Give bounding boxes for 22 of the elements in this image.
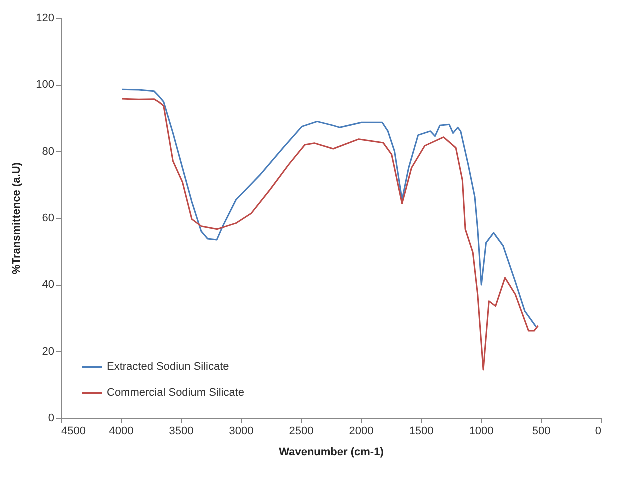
- y-tick-label: 100: [36, 79, 54, 92]
- y-tick-label: 120: [36, 12, 54, 24]
- x-tick-label: 3000: [229, 426, 254, 438]
- y-tick-label: 40: [42, 279, 54, 292]
- x-tick-label: 1000: [469, 426, 494, 438]
- x-tick-label: 1500: [409, 426, 434, 438]
- x-tick-label: 0: [595, 426, 602, 438]
- x-tick-label: 2500: [289, 426, 314, 438]
- y-tick-label: 60: [42, 212, 54, 224]
- y-axis-title: %Transmittence (a.U): [11, 162, 24, 274]
- legend-label: Extracted Sodiun Silicate: [107, 361, 230, 373]
- y-tick-label: 20: [42, 346, 54, 358]
- y-tick-label: 80: [42, 146, 54, 158]
- x-tick-label: 3500: [169, 426, 194, 438]
- x-tick-label: 2000: [349, 426, 374, 438]
- legend-label: Commercial Sodium Silicate: [107, 387, 245, 399]
- x-axis-title: Wavenumber (cm-1): [279, 446, 384, 458]
- line-series: [121, 88, 538, 328]
- y-tick-label: 0: [48, 412, 54, 424]
- x-tick-label: 500: [532, 426, 551, 438]
- x-tick-label: 4500: [62, 426, 86, 438]
- x-tick-label: 4000: [109, 426, 134, 438]
